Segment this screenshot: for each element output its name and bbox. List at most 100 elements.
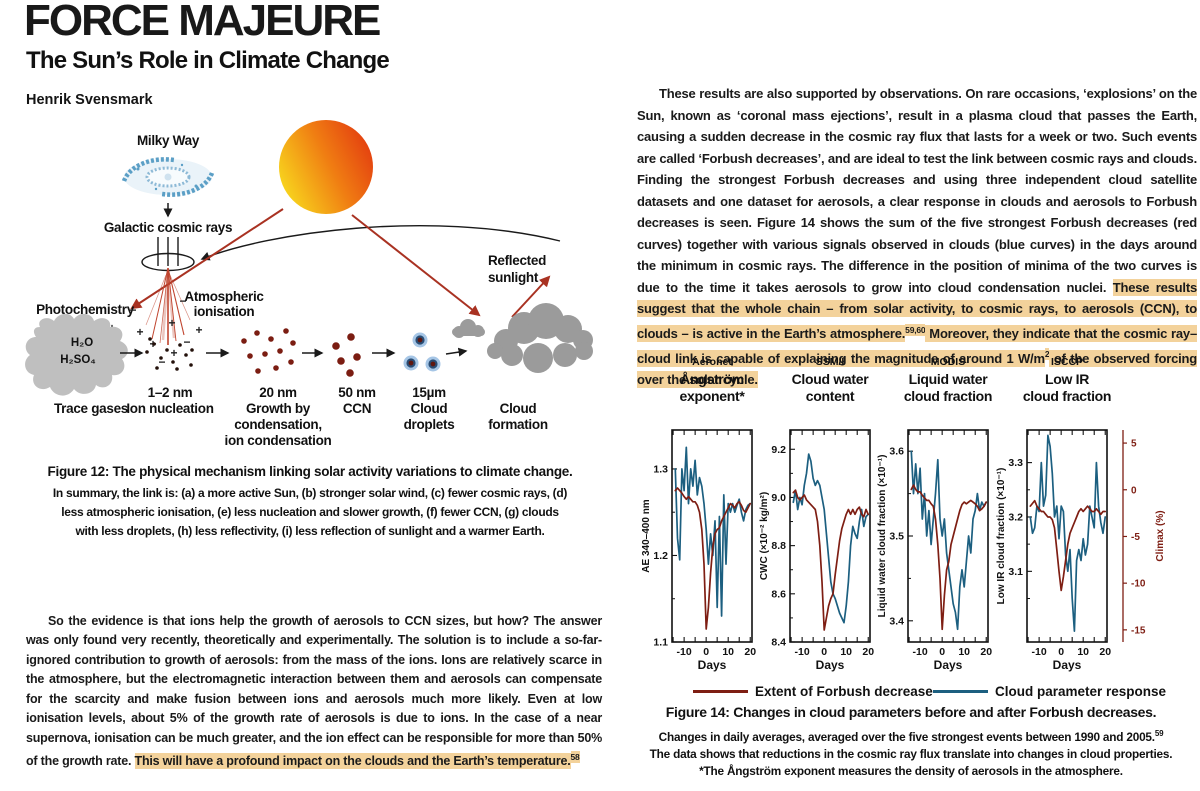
svg-text:−: − <box>158 355 165 369</box>
svg-text:-10: -10 <box>1032 646 1047 658</box>
chart-source-label: SSM/I <box>815 356 845 368</box>
reflected-sunlight-label-2: sunlight <box>488 270 539 285</box>
svg-text:8.6: 8.6 <box>771 588 786 600</box>
legend-item-cloud: Cloud parameter response <box>933 684 1166 699</box>
reflected-sunlight-arrow <box>511 275 551 318</box>
author-name: Henrik Svensmark <box>26 92 153 108</box>
chart-source-label: ISCCP <box>1050 356 1084 368</box>
svg-text:Days: Days <box>698 658 727 672</box>
figure14-caption: Figure 14: Changes in cloud parameters b… <box>622 704 1200 780</box>
figure14-caption-title: Figure 14: Changes in cloud parameters b… <box>665 704 1157 720</box>
solar-wind-curve-arrow <box>200 224 561 261</box>
cosmic-ray-shower <box>145 267 191 345</box>
svg-text:8.8: 8.8 <box>771 540 786 552</box>
reflected-sunlight-label-1: Reflected <box>488 253 546 268</box>
figure14-caption-line: *The Ångström exponent measures the dens… <box>699 763 1123 778</box>
figure12-diagram: Milky Way Galactic cosmic rays Reflected… <box>25 120 593 448</box>
chart-source-label: Aeronet <box>692 356 732 368</box>
trace-gases-label: Trace gases <box>54 401 128 416</box>
svg-text:−: − <box>179 294 186 308</box>
svg-text:Days: Days <box>1053 658 1082 672</box>
svg-text:20: 20 <box>744 646 756 658</box>
photochemistry-label: Photochemistry <box>36 302 135 317</box>
svg-text:Days: Days <box>816 658 845 672</box>
svg-text:−: − <box>183 335 190 349</box>
svg-text:3.4: 3.4 <box>889 615 904 627</box>
svg-text:+: + <box>170 346 177 360</box>
svg-text:−: − <box>129 303 136 317</box>
svg-text:Liquid water cloud fraction (×: Liquid water cloud fraction (×10⁻¹) <box>877 455 888 618</box>
stage5-name-label-2: formation <box>488 417 548 432</box>
svg-text:Climax (%): Climax (%) <box>1155 510 1166 561</box>
legend-item-forbush: Extent of Forbush decrease <box>693 684 933 699</box>
right-paragraph-text: These results are also supported by obse… <box>637 86 1197 295</box>
sun-icon <box>279 120 373 214</box>
chart-title-line: content <box>805 388 855 404</box>
svg-text:9.0: 9.0 <box>771 492 786 504</box>
svg-text:+: + <box>168 316 175 330</box>
svg-text:20: 20 <box>862 646 874 658</box>
svg-text:0: 0 <box>1131 485 1137 496</box>
legend-label-forbush: Extent of Forbush decrease <box>755 684 933 699</box>
svg-text:-10: -10 <box>913 646 928 658</box>
stage1-size-label: 1–2 nm <box>148 385 193 400</box>
svg-text:AE 340–400 nm: AE 340–400 nm <box>641 499 652 572</box>
cloud-line-icon <box>933 690 988 693</box>
atmospheric-ionisation-label-1: Atmospheric <box>184 289 264 304</box>
figure14-caption-line: The data shows that reductions in the co… <box>649 746 1173 761</box>
milky-way-label: Milky Way <box>137 133 200 148</box>
svg-text:+: + <box>195 323 202 337</box>
svg-text:10: 10 <box>840 646 852 658</box>
stage3-size-label: 50 nm <box>338 385 376 400</box>
svg-text:3.5: 3.5 <box>889 531 904 543</box>
chart-header-isccp: ISCCP Low IR cloud fraction <box>992 356 1142 405</box>
footnote-ref-59-60: 59,60 <box>905 323 926 336</box>
chart-title-line: Liquid water <box>908 371 988 387</box>
svg-text:+: + <box>136 325 143 339</box>
svg-text:1.3: 1.3 <box>653 463 668 475</box>
trace-gases-blob <box>25 313 128 396</box>
figure12-caption-line: less atmospheric ionisation, (e) less nu… <box>61 505 559 519</box>
cloud-formation-icon <box>452 303 593 373</box>
svg-text:10: 10 <box>958 646 970 658</box>
svg-text:Days: Days <box>934 658 963 672</box>
galactic-cosmic-rays-label: Galactic cosmic rays <box>104 220 232 235</box>
svg-text:-15: -15 <box>1131 625 1146 636</box>
svg-text:20: 20 <box>980 646 992 658</box>
stage2-name-label-1: Growth by <box>246 401 311 416</box>
svg-text:8.4: 8.4 <box>771 637 786 649</box>
stage5-name-label-1: Cloud <box>500 401 537 416</box>
svg-text:Low IR cloud fraction (×10⁻¹): Low IR cloud fraction (×10⁻¹) <box>996 468 1007 605</box>
cosmic-ray-lines <box>157 237 179 266</box>
h2so4-label: H₂SO₄ <box>60 354 96 366</box>
milky-way-galaxy-icon <box>121 157 215 197</box>
figure14-chart-aeronet: -10 0 10 20 1.1 1.2 1.3 AE 340–400 nm Days <box>641 429 756 672</box>
sunlight-arrow-left <box>130 208 284 310</box>
left-paragraph-text: So the evidence is that ions help the gr… <box>26 613 602 769</box>
stage1-name-label: Ion nucleation <box>126 401 213 416</box>
sunlight-arrow-right <box>351 214 481 317</box>
svg-text:1.2: 1.2 <box>653 550 668 562</box>
footnote-ref-59: 59 <box>1154 729 1164 738</box>
figure12-caption-line: with less droplets, (h) less reflectivit… <box>75 524 545 538</box>
page-subtitle: The Sun’s Role in Climate Change <box>26 47 390 74</box>
forbush-line-icon <box>693 690 748 693</box>
h2o-label: H₂O <box>71 337 93 349</box>
svg-text:10: 10 <box>1077 646 1089 658</box>
atmospheric-ionisation-label-2: ionisation <box>194 304 255 319</box>
chart-title-line: exponent* <box>679 388 745 404</box>
svg-text:20: 20 <box>1099 646 1111 658</box>
stage4-name-label-1: Cloud <box>411 401 448 416</box>
stage2-name-label-3: ion condensation <box>225 433 332 448</box>
svg-text:3.1: 3.1 <box>1008 566 1023 578</box>
chart-title-line: Cloud water <box>791 371 869 387</box>
svg-text:3.3: 3.3 <box>1008 457 1023 469</box>
svg-text:9.2: 9.2 <box>771 444 786 456</box>
chart-title-line: Ångström <box>680 371 744 387</box>
ccn-dots <box>332 333 361 377</box>
svg-text:3.2: 3.2 <box>1008 511 1023 523</box>
svg-text:1.1: 1.1 <box>653 637 668 649</box>
